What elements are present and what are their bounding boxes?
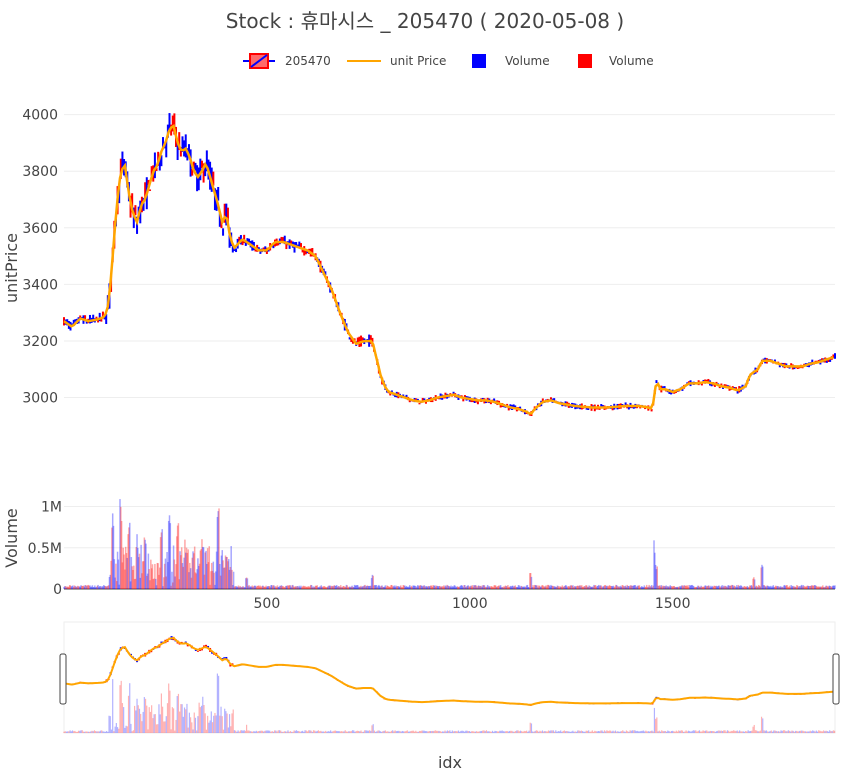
volume-y-tick-label: 0 [53,582,62,598]
legend-item-volume-red[interactable]: Volume [578,54,654,68]
range-slider[interactable] [59,621,840,734]
price-y-tick-label: 3400 [22,277,58,293]
legend[interactable]: 205470 unit Price Volume Volume [243,53,654,69]
legend-label-candlestick: 205470 [285,54,331,68]
legend-label-volume-red: Volume [609,54,654,68]
x-axis-title: idx [438,753,462,772]
legend-item-unit-price[interactable]: unit Price [347,54,446,68]
unit-price-line [63,123,834,415]
range-slider-right-handle [832,653,840,705]
range-slider-background [63,621,836,734]
price-y-tick-label: 3200 [22,334,58,350]
slider-unit-price-line [63,636,834,706]
price-plot-area[interactable] [63,113,836,416]
legend-candle-slash [250,54,268,68]
x-tick-label: 1000 [452,596,488,612]
chart-title: Stock : 휴마시스 _ 205470 ( 2020-05-08 ) [226,9,624,33]
x-tick-label: 500 [254,596,281,612]
volume-y-tick-labels: 0 0.5M 1M [28,500,62,599]
volume-gridlines [64,506,835,590]
price-y-tick-labels: 3000 3200 3400 3600 3800 4000 [22,108,58,407]
volume-y-tick-label: 0.5M [28,541,62,557]
price-y-tick-label: 3000 [22,391,58,407]
legend-label-unit-price: unit Price [390,54,446,68]
price-y-tick-label: 3800 [22,164,58,180]
volume-y-tick-label: 1M [41,500,62,516]
legend-volume-blue-swatch [472,54,486,68]
range-slider-left-handle [59,653,67,705]
price-gridlines [64,114,835,399]
legend-label-volume-blue: Volume [505,54,550,68]
legend-volume-red-swatch [578,54,592,68]
legend-item-candlestick[interactable]: 205470 [243,53,331,69]
price-y-tick-label: 4000 [22,108,58,124]
x-tick-label: 1500 [655,596,691,612]
volume-y-axis-title: Volume [2,508,21,568]
price-y-axis-title: unitPrice [2,233,21,303]
legend-item-volume-blue[interactable]: Volume [472,54,550,68]
x-tick-labels: 500 1000 1500 [254,596,691,612]
price-y-tick-label: 3600 [22,221,58,237]
volume-plot-area[interactable] [63,499,836,589]
